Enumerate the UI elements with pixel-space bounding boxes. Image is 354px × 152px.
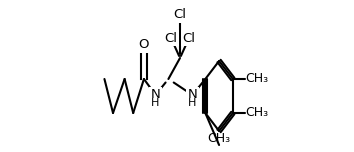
Text: CH₃: CH₃ — [245, 73, 268, 85]
Text: CH₃: CH₃ — [207, 132, 231, 145]
Text: N: N — [188, 88, 197, 102]
Text: Cl: Cl — [183, 31, 195, 45]
Text: CH₃: CH₃ — [245, 107, 268, 119]
Text: N: N — [151, 88, 160, 102]
Text: Cl: Cl — [165, 31, 177, 45]
Text: Cl: Cl — [173, 9, 187, 21]
Text: O: O — [139, 38, 149, 52]
Text: H: H — [188, 98, 196, 108]
Text: H: H — [152, 98, 160, 108]
